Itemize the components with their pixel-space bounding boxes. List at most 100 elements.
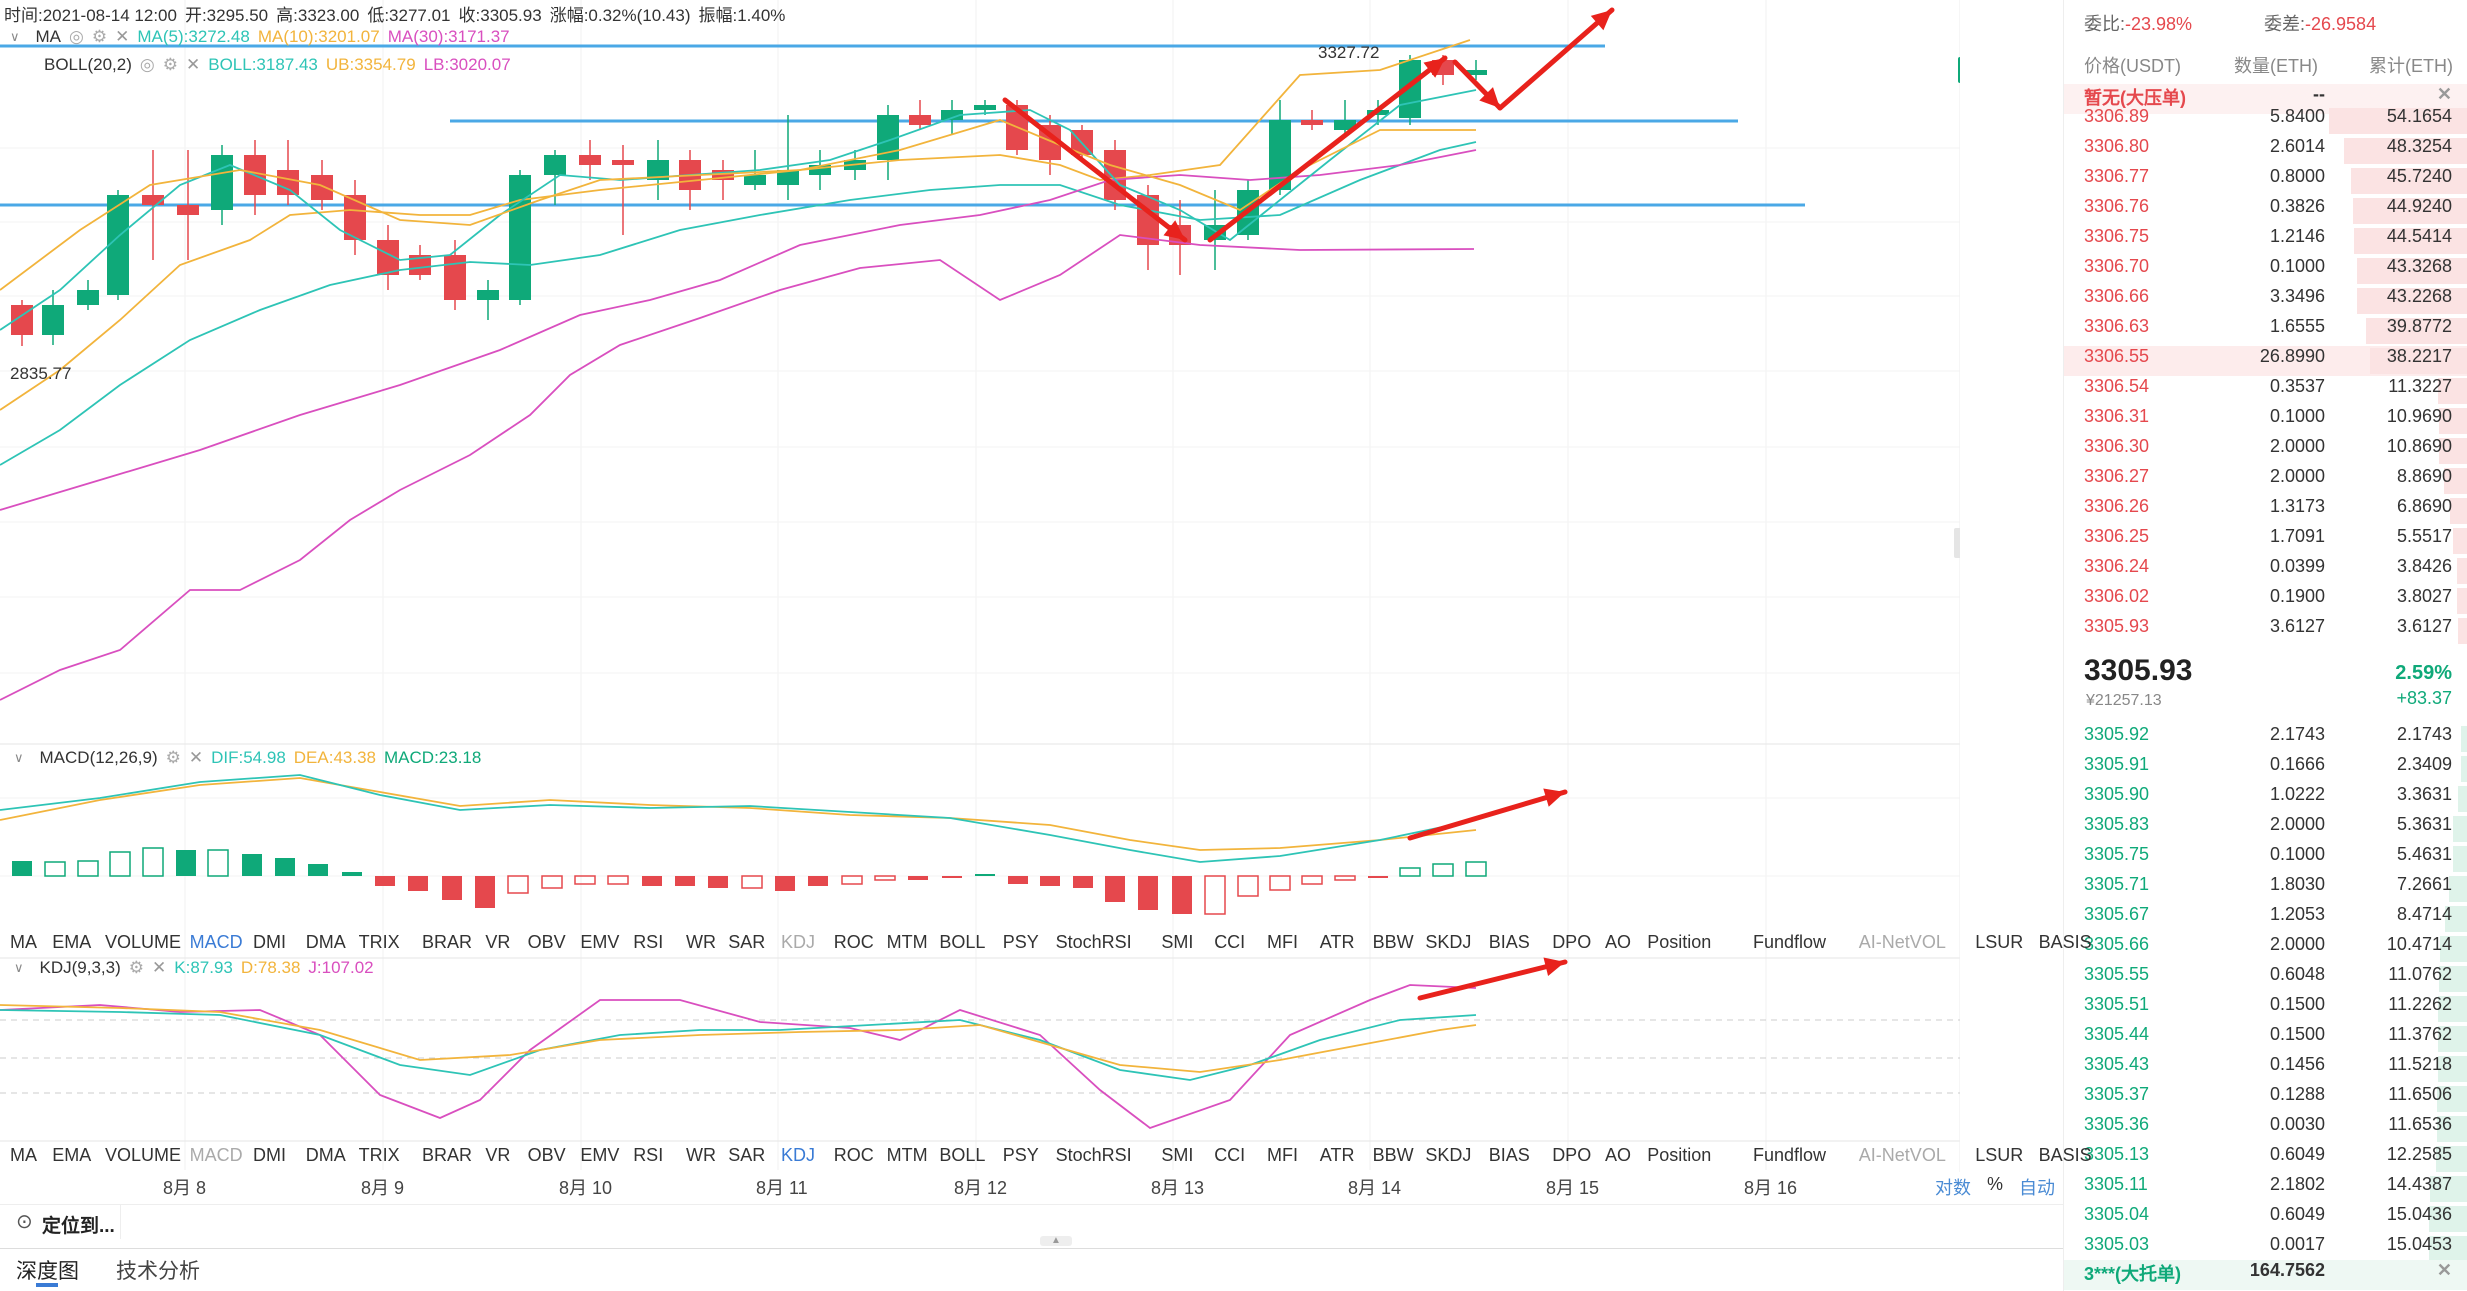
indicator-tab-lsur[interactable]: LSUR [1975, 1145, 2024, 1165]
ask-row[interactable]: 3306.54 0.3537 11.3227 [2064, 376, 2467, 406]
indicator-tab-sar[interactable]: SAR [728, 932, 766, 952]
indicator-tab-boll[interactable]: BOLL [939, 1145, 986, 1165]
chart-canvas[interactable]: 3178.223061.092948.282839.632734.982634.… [0, 0, 1960, 1172]
gear-icon[interactable]: ⚙ [162, 55, 178, 74]
bid-row[interactable]: 3305.13 0.6049 12.2585 [2064, 1144, 2467, 1174]
indicator-tab-kdj[interactable]: KDJ [781, 1145, 816, 1165]
auto-toggle[interactable]: 自动 [2019, 1178, 2056, 1198]
close-icon[interactable]: ✕ [185, 55, 201, 74]
indicator-tab-ema[interactable]: EMA [52, 932, 92, 952]
close-icon[interactable]: ✕ [188, 748, 204, 767]
gear-icon[interactable]: ⚙ [165, 748, 181, 767]
close-icon[interactable]: ✕ [152, 958, 167, 977]
ask-row[interactable]: 3306.27 2.0000 8.8690 [2064, 466, 2467, 496]
indicator-tab-ao[interactable]: AO [1605, 1145, 1632, 1165]
log-toggle[interactable]: 对数 [1935, 1178, 1971, 1198]
indicator-tab-roc[interactable]: ROC [833, 1145, 874, 1165]
ask-row[interactable]: 3306.66 3.3496 43.2268 [2064, 286, 2467, 316]
indicator-tab-bias[interactable]: BIAS [1488, 1145, 1530, 1165]
eye-icon[interactable]: ◎ [139, 55, 155, 74]
bid-row[interactable]: 3305.90 1.0222 3.3631 [2064, 784, 2467, 814]
indicator-tab-kdj[interactable]: KDJ [781, 932, 816, 952]
chevron-down-icon[interactable]: ∨ [10, 29, 20, 44]
indicator-tab-mfi[interactable]: MFI [1267, 932, 1298, 952]
close-icon[interactable]: ✕ [2436, 1260, 2452, 1280]
indicator-tab-lsur[interactable]: LSUR [1975, 932, 2024, 952]
ask-row[interactable]: 3306.30 2.0000 10.8690 [2064, 436, 2467, 466]
indicator-tab-obv[interactable]: OBV [527, 932, 566, 952]
tab-technical[interactable]: 技术分析 [116, 1260, 200, 1283]
indicator-tab-obv[interactable]: OBV [527, 1145, 566, 1165]
chevron-down-icon[interactable]: ∨ [14, 750, 24, 765]
indicator-tab-psy[interactable]: PSY [1002, 932, 1039, 952]
ask-row[interactable]: 3306.31 0.1000 10.9690 [2064, 406, 2467, 436]
indicator-tab-skdj[interactable]: SKDJ [1425, 932, 1472, 952]
indicator-tab-psy[interactable]: PSY [1002, 1145, 1039, 1165]
indicator-tab-ai-netvol[interactable]: AI-NetVOL [1858, 1145, 1946, 1165]
indicator-tab-basis[interactable]: BASIS [2038, 932, 2092, 952]
indicator-tab-brar[interactable]: BRAR [422, 932, 473, 952]
indicator-tab-volume[interactable]: VOLUME [105, 1145, 182, 1165]
indicator-tab-position[interactable]: Position [1647, 932, 1712, 952]
close-icon[interactable]: ✕ [2436, 84, 2452, 104]
indicator-tab-fundflow[interactable]: Fundflow [1753, 932, 1827, 952]
indicator-tab-vr[interactable]: VR [485, 1145, 511, 1165]
indicator-tab-emv[interactable]: EMV [580, 1145, 620, 1165]
indicator-tab-bbw[interactable]: BBW [1372, 932, 1414, 952]
bid-row[interactable]: 3305.66 2.0000 10.4714 [2064, 934, 2467, 964]
bid-row[interactable]: 3305.71 1.8030 7.2661 [2064, 874, 2467, 904]
ask-row[interactable]: 3306.63 1.6555 39.8772 [2064, 316, 2467, 346]
indicator-tab-dma[interactable]: DMA [305, 932, 346, 952]
indicator-tab-atr[interactable]: ATR [1319, 1145, 1355, 1165]
indicator-tab-mfi[interactable]: MFI [1267, 1145, 1298, 1165]
indicator-tab-volume[interactable]: VOLUME [105, 932, 182, 952]
indicator-tab-macd[interactable]: MACD [189, 1145, 243, 1165]
indicator-tab-atr[interactable]: ATR [1319, 932, 1355, 952]
indicator-tab-stochrsi[interactable]: StochRSI [1055, 932, 1132, 952]
ask-row[interactable]: 3306.55 26.8990 38.2217 [2064, 346, 2467, 376]
ask-row[interactable]: 3305.93 3.6127 3.6127 [2064, 616, 2467, 646]
indicator-tab-mtm[interactable]: MTM [886, 932, 928, 952]
indicator-tab-boll[interactable]: BOLL [939, 932, 986, 952]
bid-row[interactable]: 3305.03 0.0017 15.0453 [2064, 1234, 2467, 1264]
gear-icon[interactable]: ⚙ [128, 958, 145, 977]
indicator-tab-dpo[interactable]: DPO [1552, 932, 1592, 952]
ask-row[interactable]: 3306.76 0.3826 44.9240 [2064, 196, 2467, 226]
bid-row[interactable]: 3305.37 0.1288 11.6506 [2064, 1084, 2467, 1114]
indicator-tab-ma[interactable]: MA [10, 1145, 37, 1165]
tab-depth[interactable]: 深度图 [16, 1260, 79, 1283]
ask-row[interactable]: 3306.75 1.2146 44.5414 [2064, 226, 2467, 256]
indicator-tab-vr[interactable]: VR [485, 932, 511, 952]
indicator-tab-dmi[interactable]: DMI [253, 932, 286, 952]
indicator-tab-dmi[interactable]: DMI [253, 1145, 286, 1165]
indicator-tab-position[interactable]: Position [1647, 1145, 1712, 1165]
indicator-tab-basis[interactable]: BASIS [2038, 1145, 2092, 1165]
chart-area[interactable]: 3178.223061.092948.282839.632734.982634.… [0, 0, 1960, 1172]
indicator-tab-dpo[interactable]: DPO [1552, 1145, 1592, 1165]
indicator-tab-ao[interactable]: AO [1605, 932, 1632, 952]
indicator-tab-trix[interactable]: TRIX [358, 932, 400, 952]
indicator-tab-wr[interactable]: WR [686, 932, 716, 952]
indicator-tab-skdj[interactable]: SKDJ [1425, 1145, 1472, 1165]
bid-row[interactable]: 3305.83 2.0000 5.3631 [2064, 814, 2467, 844]
bid-row[interactable]: 3305.91 0.1666 2.3409 [2064, 754, 2467, 784]
bid-row[interactable]: 3305.11 2.1802 14.4387 [2064, 1174, 2467, 1204]
eye-icon[interactable]: ◎ [69, 27, 84, 46]
indicator-tab-cci[interactable]: CCI [1214, 1145, 1246, 1165]
indicator-tab-brar[interactable]: BRAR [422, 1145, 473, 1165]
indicator-tab-wr[interactable]: WR [686, 1145, 716, 1165]
indicator-tab-emv[interactable]: EMV [580, 932, 620, 952]
indicator-tab-bbw[interactable]: BBW [1372, 1145, 1414, 1165]
indicator-tab-stochrsi[interactable]: StochRSI [1055, 1145, 1132, 1165]
bid-row[interactable]: 3305.04 0.6049 15.0436 [2064, 1204, 2467, 1234]
gear-icon[interactable]: ⚙ [91, 27, 108, 46]
indicator-tab-rsi[interactable]: RSI [633, 932, 664, 952]
indicator-tab-fundflow[interactable]: Fundflow [1753, 1145, 1827, 1165]
indicator-tab-bias[interactable]: BIAS [1488, 932, 1530, 952]
indicator-tab-ma[interactable]: MA [10, 932, 37, 952]
indicator-tab-ema[interactable]: EMA [52, 1145, 92, 1165]
indicator-tab-smi[interactable]: SMI [1161, 932, 1194, 952]
bid-row[interactable]: 3305.55 0.6048 11.0762 [2064, 964, 2467, 994]
indicator-tab-macd[interactable]: MACD [189, 932, 243, 952]
indicator-tab-cci[interactable]: CCI [1214, 932, 1246, 952]
